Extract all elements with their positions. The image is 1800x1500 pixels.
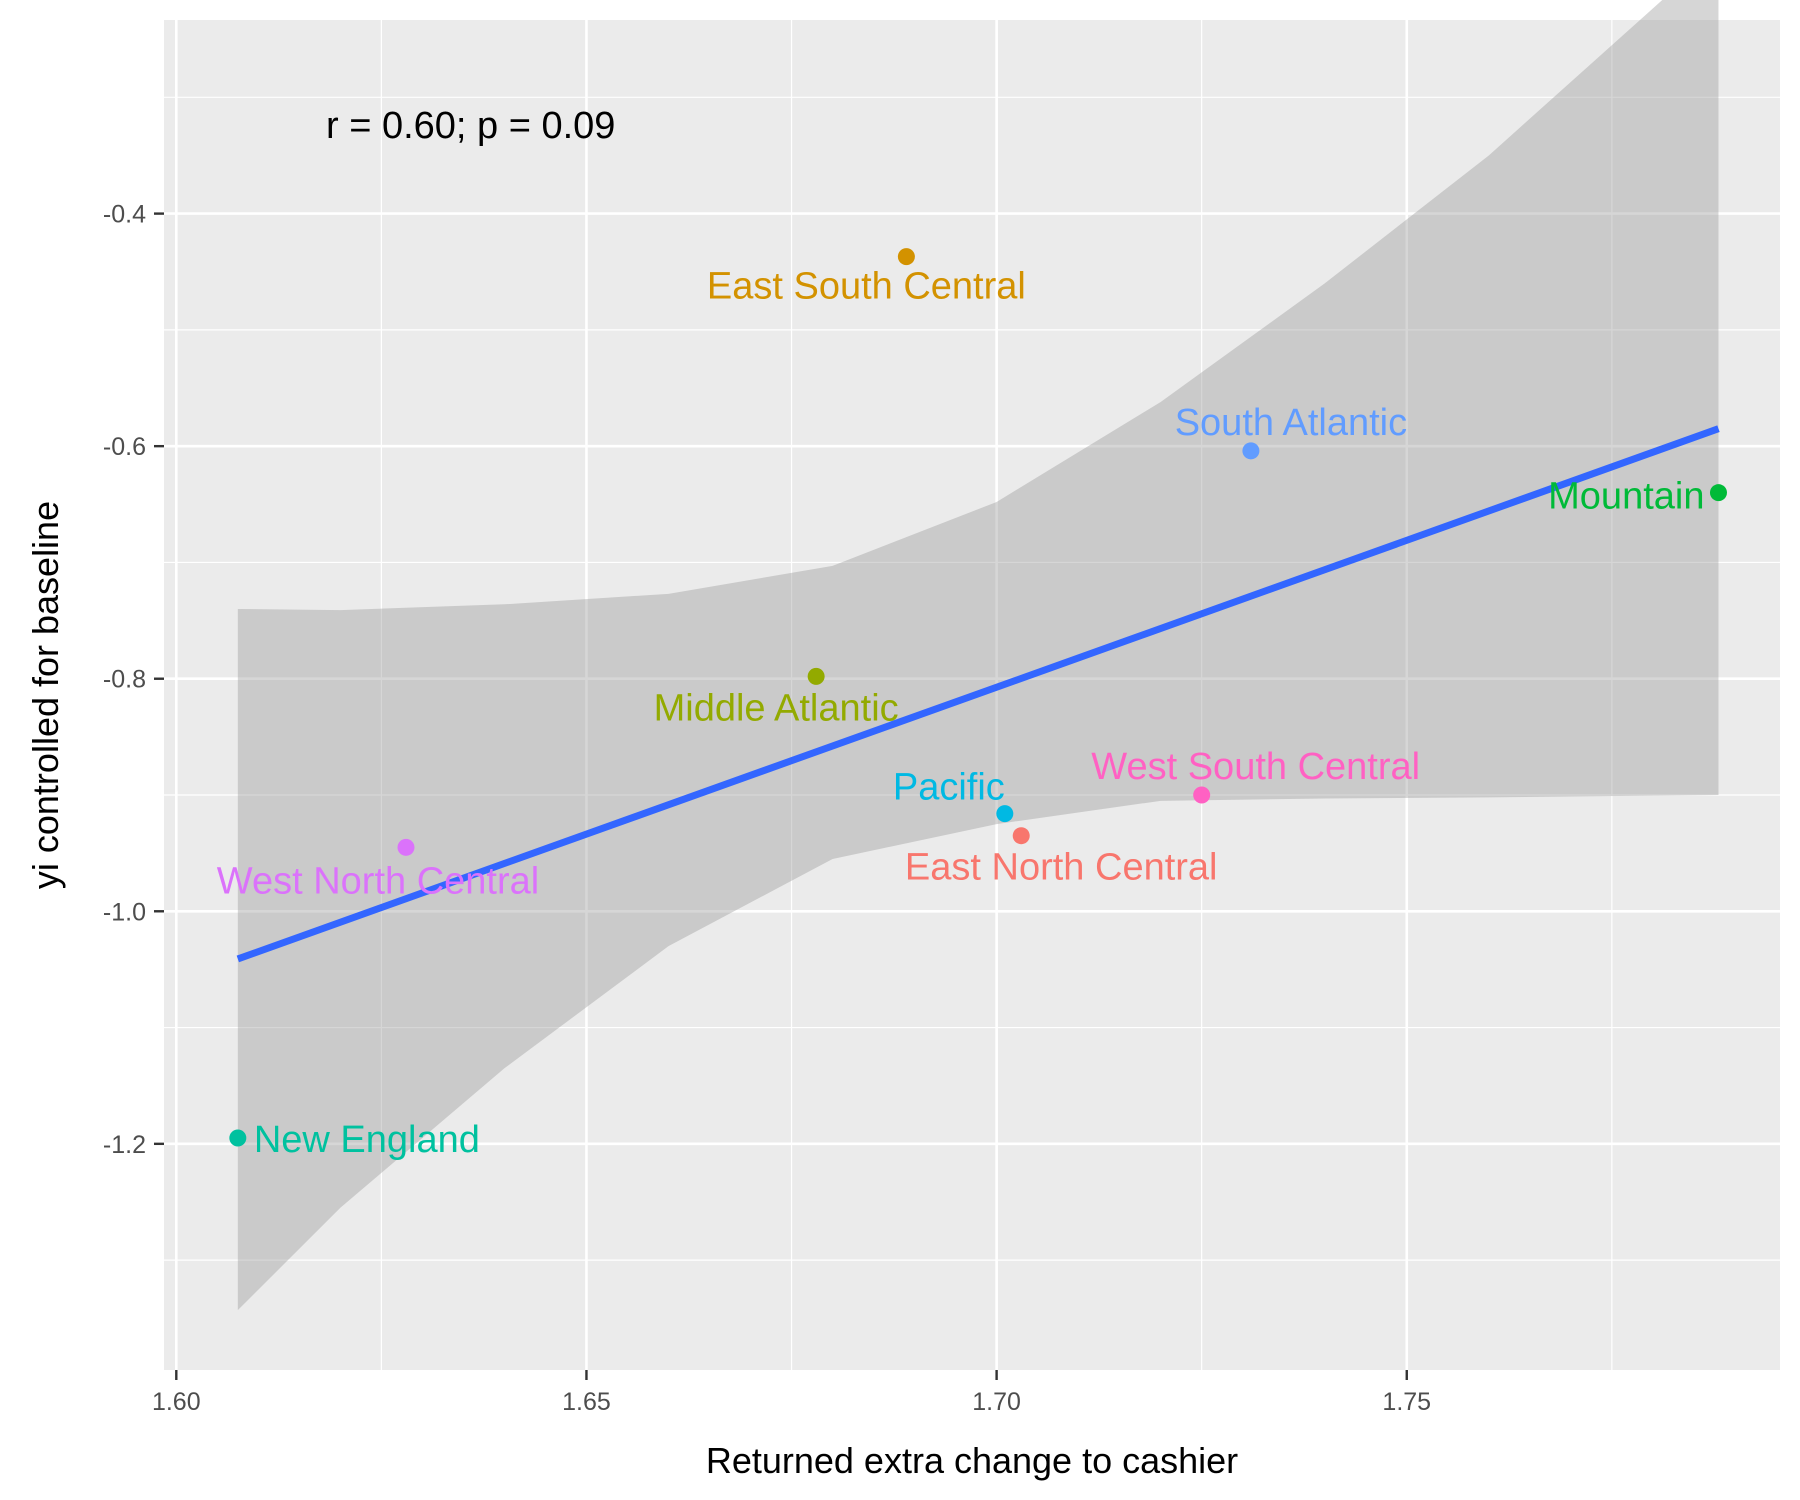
data-points [229, 248, 1727, 1147]
x-tick-label: 1.75 [1382, 1388, 1431, 1416]
data-point [996, 805, 1014, 823]
point-label: Middle Atlantic [654, 687, 899, 729]
data-point [807, 667, 825, 685]
y-axis-title: yi controlled for baseline [25, 501, 66, 889]
x-tick-label: 1.65 [562, 1388, 611, 1416]
point-label: East South Central [707, 266, 1026, 308]
data-point [1709, 484, 1727, 502]
minor-gridlines [164, 20, 1780, 1370]
point-label: South Atlantic [1175, 402, 1407, 444]
point-label: West North Central [217, 860, 539, 902]
y-axis: -0.4 -0.6 -0.8 -1.0 -1.2 [103, 201, 164, 1159]
y-tick-label: -1.2 [103, 1131, 146, 1159]
point-labels: East South Central South Atlantic Mountain… [217, 266, 1705, 1161]
point-label: New England [254, 1119, 480, 1161]
data-point [397, 838, 415, 856]
data-point [897, 248, 915, 266]
y-tick-label: -0.6 [103, 433, 146, 461]
data-point [1193, 786, 1211, 804]
x-axis-title: Returned extra change to cashier [706, 1440, 1238, 1481]
y-tick-label: -0.4 [103, 201, 146, 229]
data-point [229, 1129, 247, 1147]
y-tick-label: -0.8 [103, 666, 146, 694]
data-point [1012, 827, 1030, 845]
point-label: Pacific [893, 767, 1005, 809]
correlation-annotation: r = 0.60; p = 0.09 [326, 105, 615, 147]
data-point [1242, 442, 1260, 460]
x-axis: 1.60 1.65 1.70 1.75 [152, 1370, 1431, 1416]
major-gridlines [164, 20, 1780, 1370]
regression-line [236, 425, 1720, 963]
x-tick-label: 1.70 [972, 1388, 1021, 1416]
point-label: West South Central [1091, 746, 1420, 788]
confidence-band [237, 0, 1719, 1311]
x-tick-label: 1.60 [152, 1388, 201, 1416]
point-label: East North Central [905, 847, 1218, 889]
y-tick-label: -1.0 [103, 898, 146, 926]
point-label: Mountain [1548, 476, 1704, 518]
